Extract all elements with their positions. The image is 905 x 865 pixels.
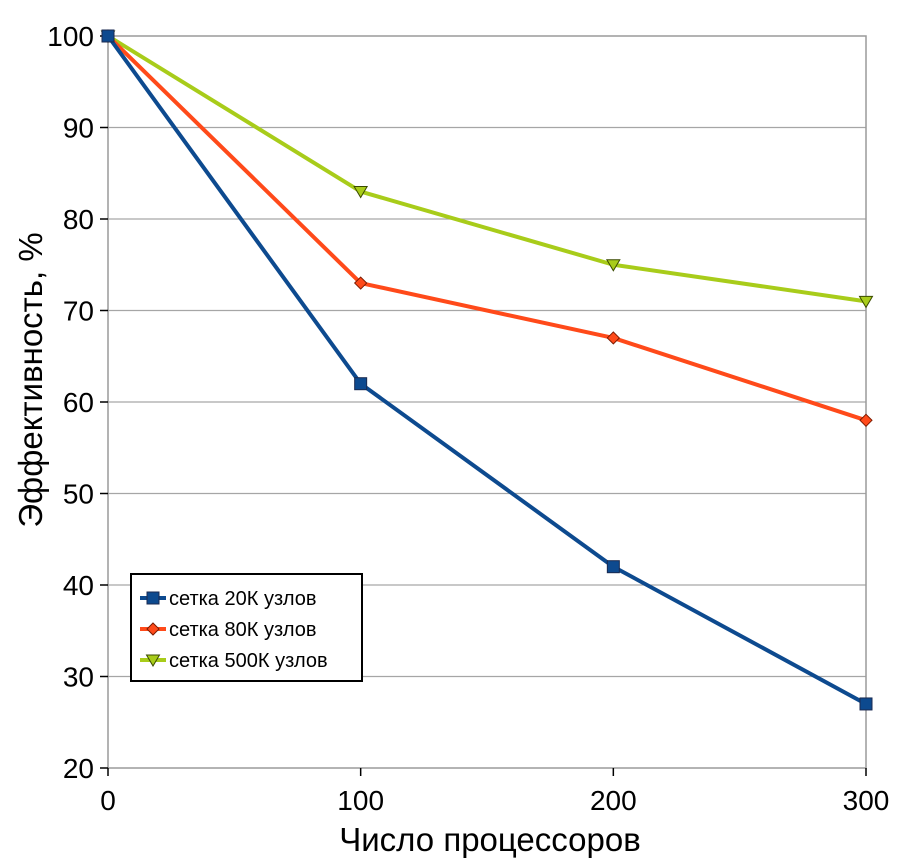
x-axis-ticks: 0 100 200 300	[100, 768, 889, 816]
series-3	[100, 30, 874, 309]
x-tick-label: 300	[843, 785, 890, 816]
x-tick-label: 100	[337, 785, 384, 816]
legend-label: сетка 20К узлов	[169, 588, 317, 610]
legend-entry-2: сетка 80К узлов	[140, 619, 317, 641]
y-tick-label: 100	[47, 21, 94, 52]
data-point	[353, 186, 369, 199]
data-point	[353, 276, 368, 290]
x-tick-label: 200	[590, 785, 637, 816]
data-point	[859, 697, 873, 711]
y-tick-label: 40	[63, 570, 94, 601]
legend-entry-1: сетка 20К узлов	[140, 588, 317, 610]
data-point	[354, 377, 368, 391]
data-point	[101, 29, 115, 43]
x-axis-title: Число процессоров	[339, 821, 641, 858]
legend-label: сетка 500К узлов	[169, 650, 328, 672]
data-point	[605, 259, 621, 272]
y-axis-title: Эффективность, %	[12, 232, 49, 527]
y-tick-label: 60	[63, 387, 94, 418]
data-point	[858, 295, 874, 309]
legend-box	[130, 573, 363, 682]
series-line	[106, 34, 867, 706]
series-layer	[100, 29, 874, 711]
data-point	[606, 560, 620, 574]
series-line	[106, 34, 867, 304]
y-tick-label: 30	[63, 662, 94, 693]
legend-label: сетка 80К узлов	[169, 619, 317, 641]
legend: сетка 20К узлов сетка 80К узлов сетка 500К…	[130, 573, 363, 682]
series-1	[101, 29, 873, 711]
data-point	[606, 331, 621, 345]
data-point	[859, 413, 873, 428]
y-tick-label: 80	[63, 204, 94, 235]
y-tick-label: 70	[63, 296, 94, 327]
y-tick-label: 50	[63, 479, 94, 510]
legend-marker	[146, 622, 160, 636]
legend-marker	[146, 591, 160, 605]
y-tick-label: 20	[63, 753, 94, 784]
x-tick-label: 0	[100, 785, 116, 816]
series-line	[106, 34, 867, 423]
y-tick-label: 90	[63, 113, 94, 144]
y-axis-ticks: 20 30 40 50 60 70 80 90 100	[47, 21, 108, 784]
legend-marker	[145, 654, 161, 667]
legend-entry-3: сетка 500К узлов	[140, 650, 328, 672]
